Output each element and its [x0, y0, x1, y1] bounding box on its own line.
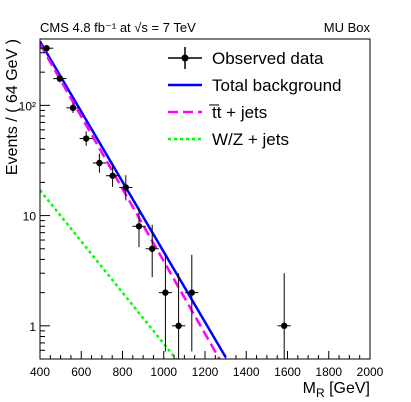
data-point: [277, 273, 291, 359]
data-point: [106, 164, 120, 187]
legend-label: Observed data: [212, 49, 324, 68]
legend-label: t̅t + jets: [209, 103, 267, 122]
legend-entry-observed: Observed data: [168, 47, 324, 69]
legend-entry-wz: W/Z + jets: [168, 130, 289, 149]
x-tick-label: 800: [112, 365, 132, 379]
x-tick-label: 1200: [192, 365, 219, 379]
legend-label: W/Z + jets: [212, 130, 289, 149]
data-point: [158, 254, 172, 352]
data-point: [185, 254, 199, 352]
x-tick-label: 2000: [357, 365, 384, 379]
y-tick-label: 1: [29, 320, 36, 334]
x-tick-label: 1400: [233, 365, 260, 379]
data-point: [66, 102, 80, 114]
data-point: [79, 131, 93, 146]
legend-label: Total background: [212, 76, 341, 95]
series-line-ttbar: [40, 43, 221, 359]
series-line-wz: [40, 189, 178, 359]
y-tick-label: 10²: [19, 99, 36, 113]
x-tick-label: 1800: [315, 365, 342, 379]
x-tick-label: 1600: [274, 365, 301, 379]
x-tick-label: 400: [30, 365, 50, 379]
series-line-total: [40, 40, 227, 358]
data-point: [119, 175, 133, 201]
x-tick-label: 600: [71, 365, 91, 379]
data-point: [92, 153, 106, 173]
legend-entry-ttbar: t̅t + jets: [168, 103, 267, 122]
y-axis-label: Events / ( 64 GeV ): [4, 39, 21, 175]
data-point: [132, 207, 146, 248]
legend-entry-total: Total background: [168, 76, 341, 95]
data-point: [40, 45, 54, 52]
box-label: MU Box: [324, 20, 371, 35]
x-axis-label: MR [GeV]: [303, 380, 370, 400]
data-point: [172, 273, 186, 359]
data-point: [53, 74, 67, 83]
x-tick-label: 1000: [150, 365, 177, 379]
y-tick-label: 10: [23, 210, 37, 224]
data-point: [145, 224, 159, 278]
experiment-label: CMS 4.8 fb⁻¹ at √s = 7 TeV: [40, 20, 196, 35]
